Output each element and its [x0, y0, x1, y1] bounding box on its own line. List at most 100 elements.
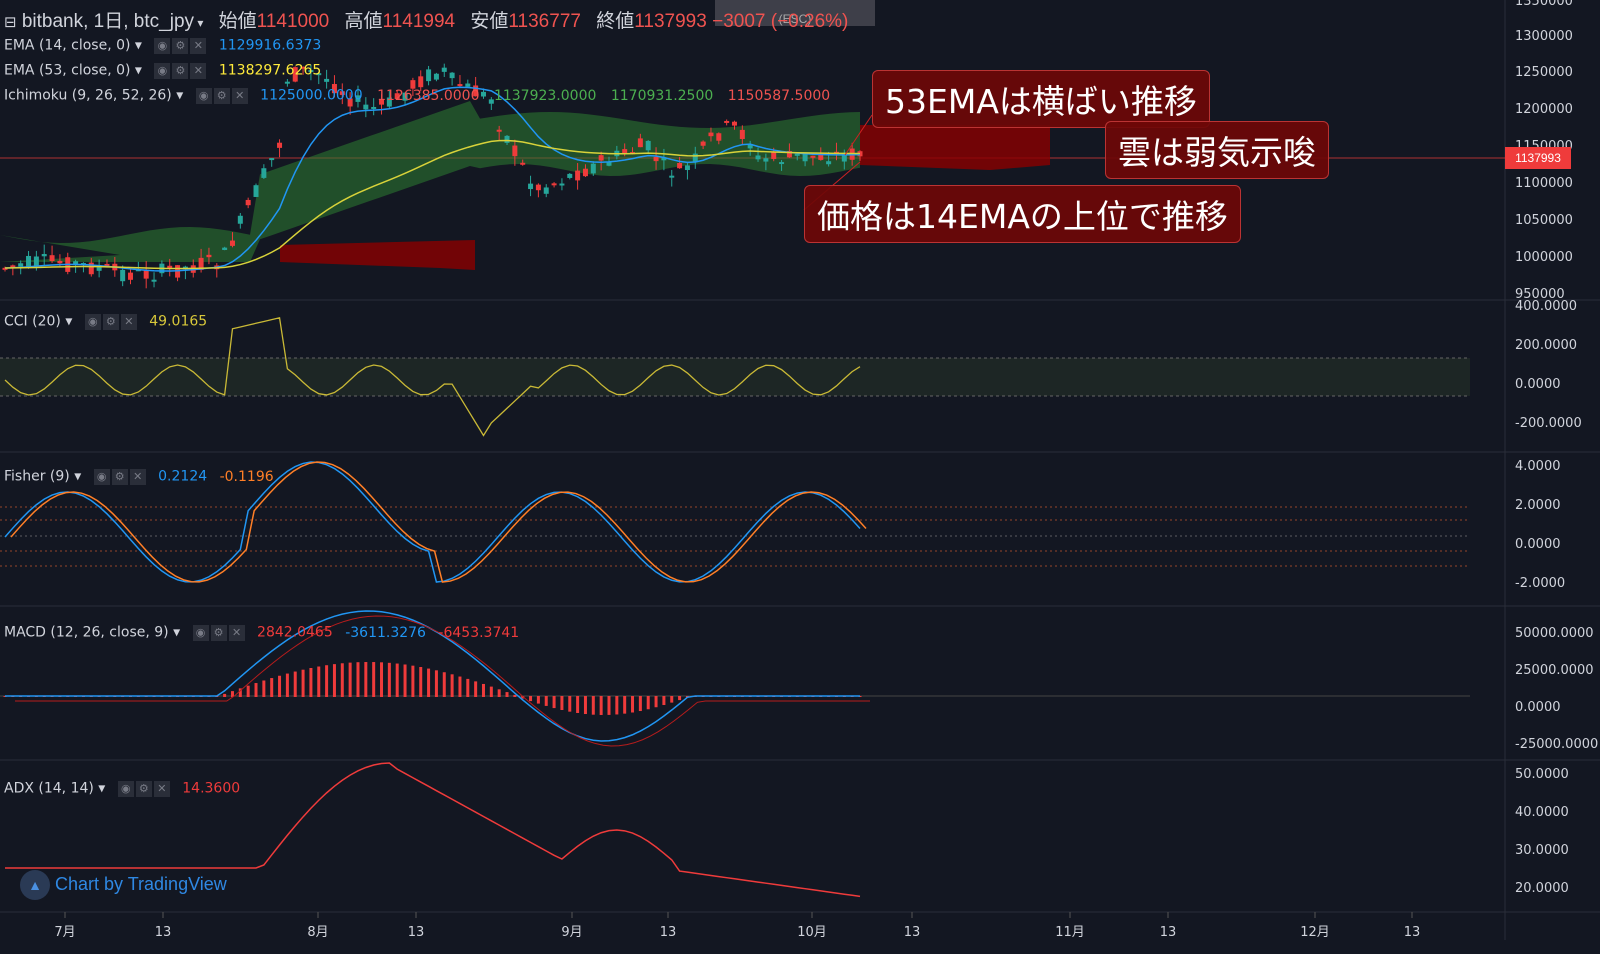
open-value: 1141000 [256, 11, 330, 32]
ichimoku-span-a: 1170931.2500 [610, 87, 714, 104]
candle-body [324, 78, 330, 82]
candle-body [567, 173, 573, 178]
macd-histogram-bar [427, 668, 431, 697]
ema14-value: 1129916.6373 [218, 37, 322, 54]
macd-histogram-bar [481, 683, 485, 697]
macd-histogram-bar [678, 696, 682, 701]
candle-body [684, 165, 690, 171]
close-icon: ✕ [129, 469, 146, 485]
escape-hint[interactable]: (ESC) [715, 0, 875, 26]
fisher-trigger-value: -0.1196 [219, 468, 274, 485]
annotation-pointer [844, 114, 873, 156]
macd-histogram-bar [254, 683, 258, 697]
ichimoku-controls[interactable]: ◉ ⚙ ✕ [195, 87, 250, 104]
candle-body [10, 265, 16, 268]
candle-body [669, 175, 675, 178]
candle-body [677, 162, 683, 169]
collapse-icon[interactable]: ⊟ [4, 14, 17, 31]
price-axis-label: 1050000 [1515, 213, 1573, 228]
candle-body [826, 161, 832, 165]
candle-body [771, 151, 777, 159]
macd-histogram-bar [646, 696, 650, 710]
candle-body [520, 162, 526, 165]
macd-histogram-bar [505, 692, 509, 697]
candle-body [606, 162, 612, 166]
ema14-controls[interactable]: ◉ ⚙ ✕ [154, 37, 208, 54]
candle-body [575, 170, 581, 181]
macd-histogram-bar [309, 668, 313, 697]
price-axis-label: 1200000 [1515, 102, 1573, 117]
macd-legend[interactable]: MACD (12, 26, close, 9) ▾ ◉ ⚙ ✕ 2842.0465 … [4, 624, 520, 641]
price-axis-label: 1000000 [1515, 250, 1573, 265]
macd-histogram-bar [489, 686, 493, 697]
macd-histogram-bar [591, 696, 595, 715]
eye-icon: ◉ [195, 88, 212, 104]
candle-body [394, 93, 400, 100]
candle-body [488, 99, 494, 104]
adx-axis-label: 30.0000 [1515, 843, 1569, 858]
macd-histogram-bar [474, 681, 478, 697]
watermark[interactable]: ▲ Chart by TradingView [20, 870, 227, 900]
ichimoku-tenkan: 1125000.0000 [260, 87, 363, 104]
fisher-axis-label: 0.0000 [1515, 537, 1561, 552]
macd-histogram-bar [607, 696, 611, 715]
time-axis-label: 10月 [797, 925, 827, 940]
watermark-text: Chart by TradingView [55, 873, 227, 894]
candle-body [18, 263, 24, 267]
ichimoku-legend[interactable]: Ichimoku (9, 26, 52, 26) ▾ ◉ ⚙ ✕ 1125000.0… [4, 87, 831, 104]
adx-legend[interactable]: ADX (14, 14) ▾ ◉ ⚙ ✕ 14.3600 [4, 780, 241, 797]
gear-icon: ⚙ [172, 63, 189, 79]
cci-legend[interactable]: CCI (20) ▾ ◉ ⚙ ✕ 49.0165 [4, 313, 208, 330]
candle-body [426, 69, 432, 82]
tradingview-logo-icon: ▲ [20, 870, 50, 900]
candle-body [379, 98, 385, 105]
eye-icon: ◉ [154, 63, 171, 79]
fisher-controls[interactable]: ◉ ⚙ ✕ [93, 468, 148, 485]
macd-axis-label: 50000.0000 [1515, 626, 1594, 641]
candle-body [277, 142, 283, 148]
annotation-price[interactable]: 価格は14EMAの上位で推移 [804, 185, 1241, 243]
fisher-label: Fisher (9) [4, 468, 70, 485]
ichimoku-kijun: 1126385.0000 [377, 87, 480, 104]
candle-body [167, 265, 173, 269]
macd-histogram-bar [230, 691, 234, 697]
candle-body [292, 67, 298, 82]
candle-body [692, 153, 698, 162]
macd-histogram-bar [403, 664, 407, 697]
macd-histogram-bar [285, 673, 289, 697]
candle-body [433, 73, 439, 80]
ema53-controls[interactable]: ◉ ⚙ ✕ [154, 62, 208, 79]
annotation-ema53[interactable]: 53EMAは横ばい推移 [872, 70, 1210, 128]
gear-icon: ⚙ [102, 314, 119, 330]
macd-signal-value: -6453.3741 [438, 624, 520, 641]
eye-icon: ◉ [154, 38, 171, 54]
cci-controls[interactable]: ◉ ⚙ ✕ [84, 313, 139, 330]
adx-line [5, 762, 861, 898]
close-value: 1137993 [634, 11, 707, 32]
macd-controls[interactable]: ◉ ⚙ ✕ [192, 624, 247, 641]
ema53-line [4, 139, 861, 270]
annotation-cloud[interactable]: 雲は弱気示唆 [1105, 121, 1329, 179]
candle-body [551, 183, 557, 186]
adx-controls[interactable]: ◉ ⚙ ✕ [117, 780, 172, 797]
ema53-legend[interactable]: EMA (53, close, 0) ▾ ◉ ⚙ ✕ 1138297.6265 [4, 62, 322, 79]
macd-histogram-bar [411, 665, 415, 697]
low-value: 1136777 [508, 11, 581, 32]
candle-body [386, 97, 392, 107]
candle-body [661, 157, 667, 161]
candle-body [700, 141, 706, 146]
fisher-legend[interactable]: Fisher (9) ▾ ◉ ⚙ ✕ 0.2124 -0.1196 [4, 468, 274, 485]
candle-body [645, 140, 651, 151]
close-icon: ✕ [120, 314, 137, 330]
ema14-legend[interactable]: EMA (14, close, 0) ▾ ◉ ⚙ ✕ 1129916.6373 [4, 37, 322, 54]
macd-signal-line [15, 615, 870, 747]
candle-body [308, 70, 314, 73]
chevron-down-icon[interactable]: ▾ [194, 16, 204, 30]
cci-axis-label: 0.0000 [1515, 377, 1561, 392]
ema53-value: 1138297.6265 [218, 62, 322, 79]
gear-icon: ⚙ [135, 781, 152, 797]
symbol-title[interactable]: bitbank, 1日, btc_jpy [21, 11, 195, 32]
candle-body [779, 162, 785, 165]
candle-body [355, 95, 361, 102]
